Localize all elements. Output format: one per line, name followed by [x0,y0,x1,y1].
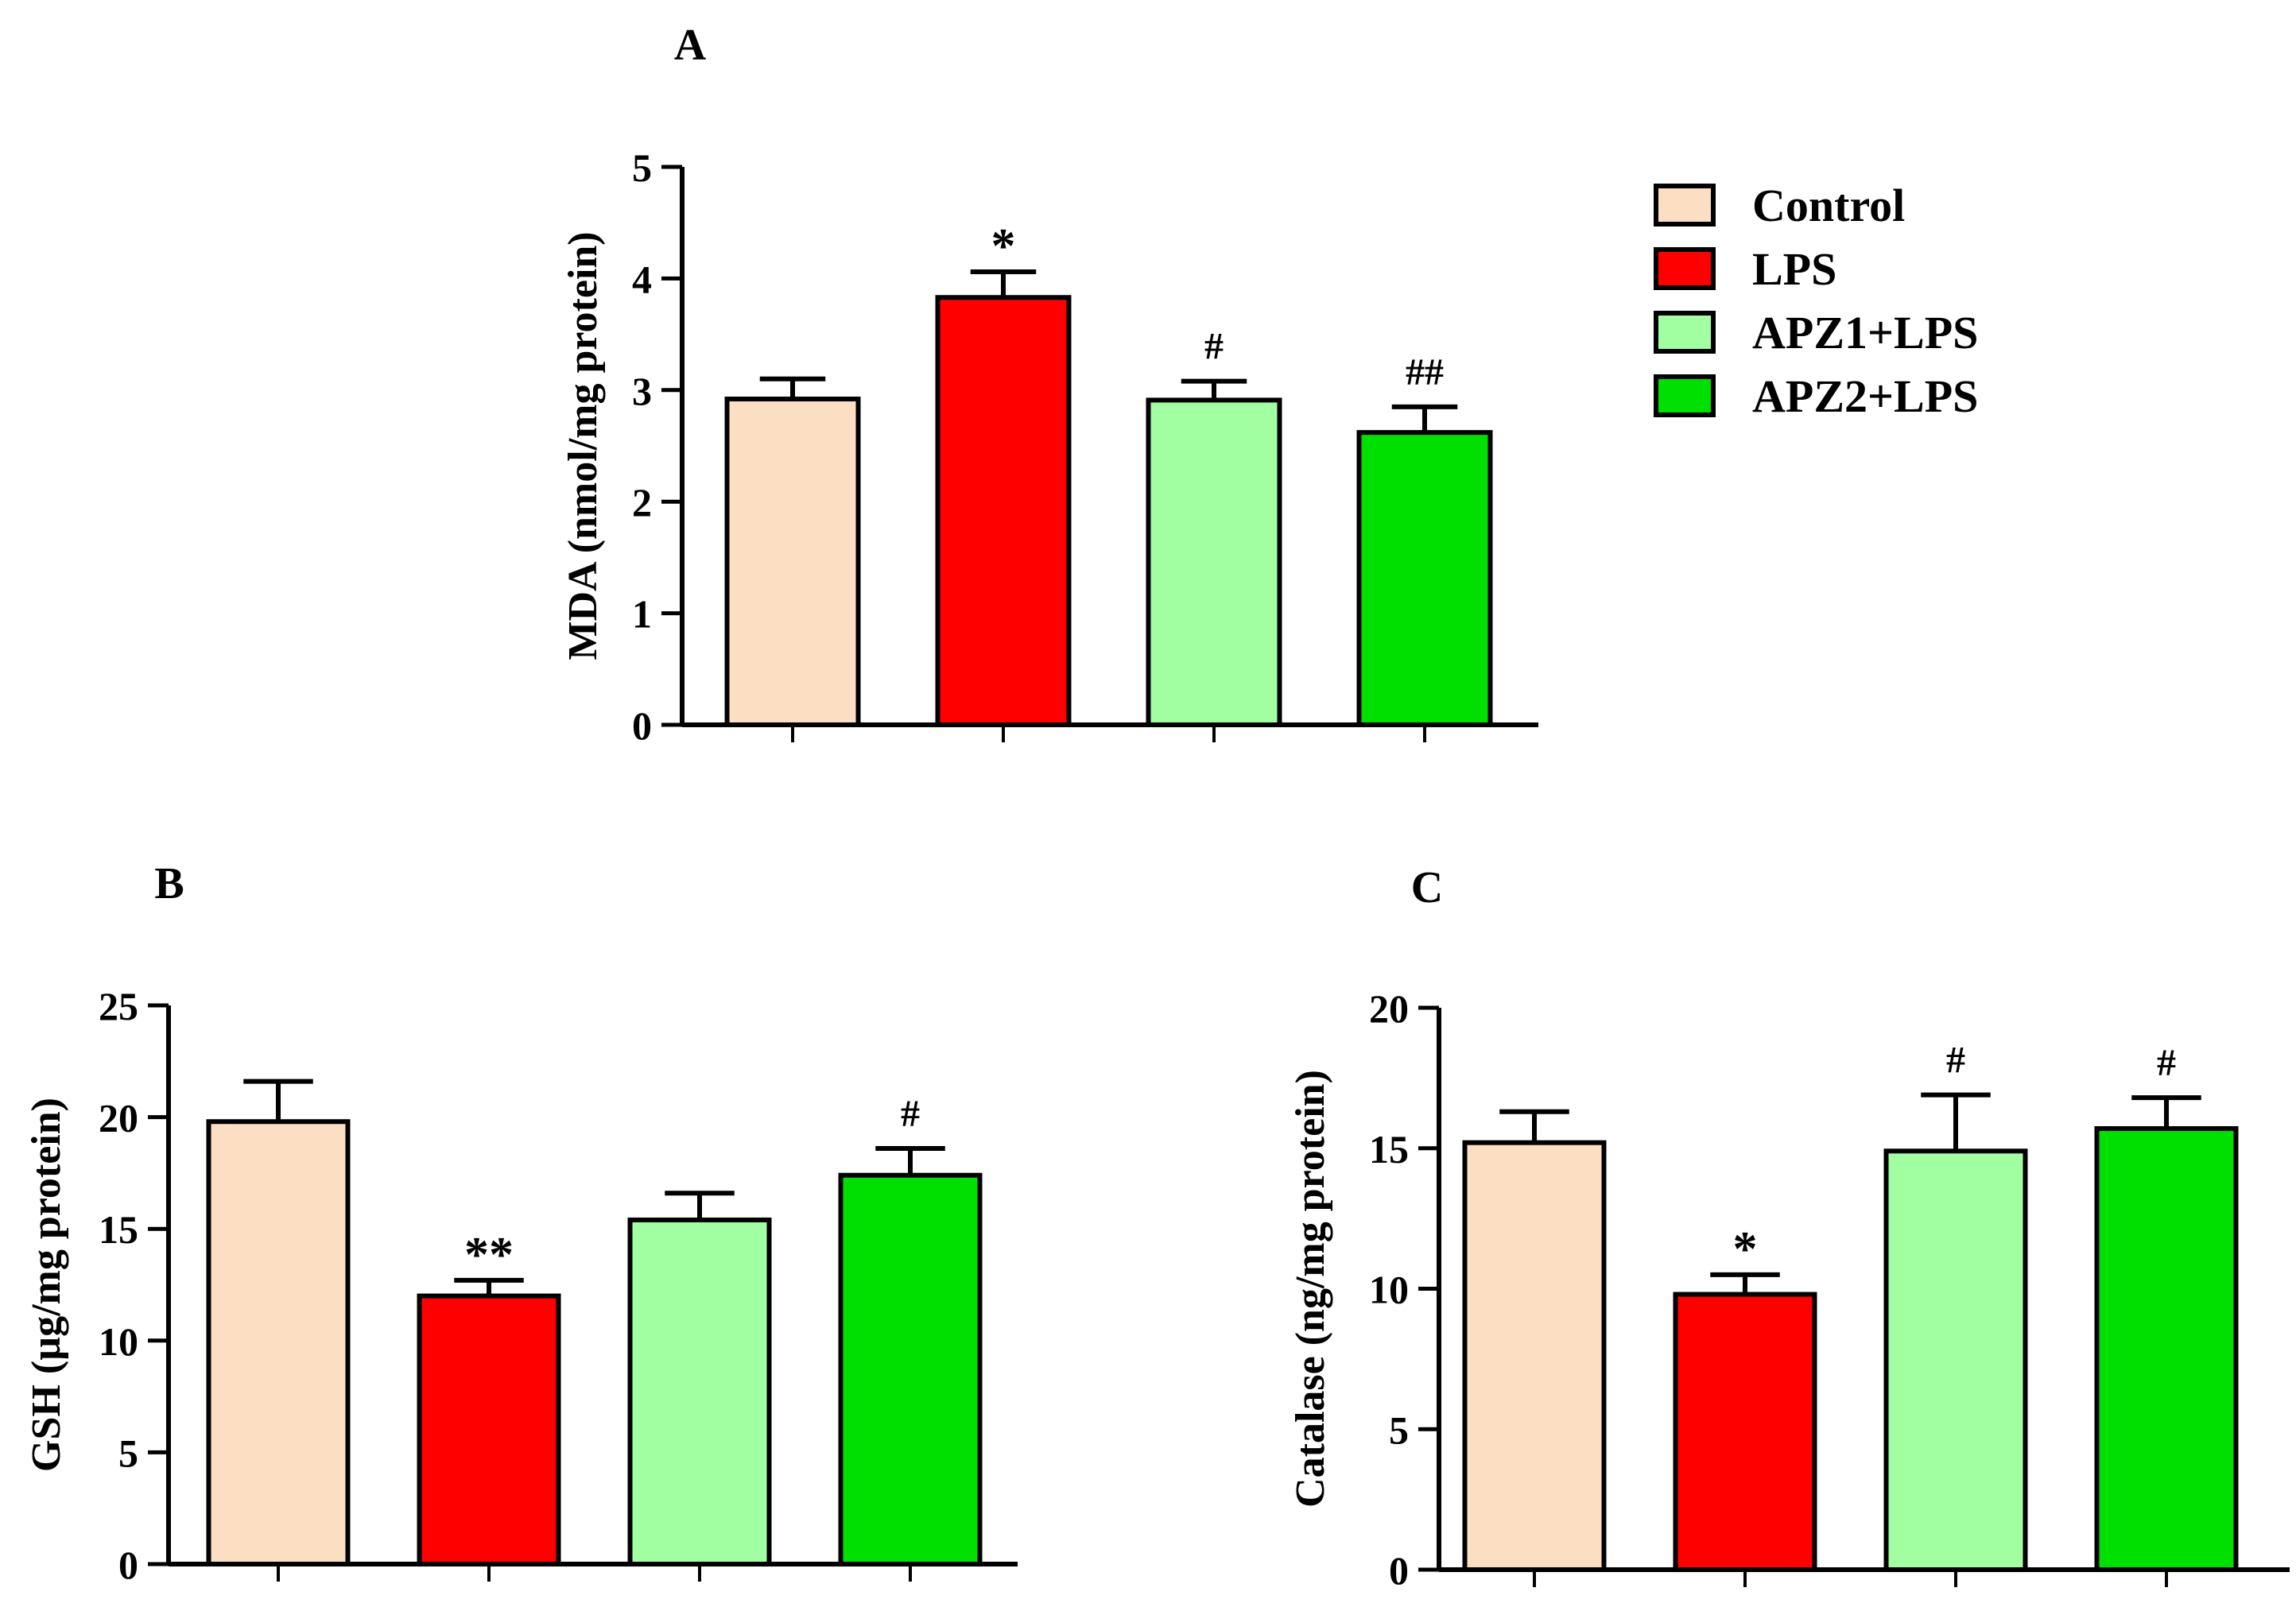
panel-b: B ** #0 5 10 15 20 25 GSH (µg/mg protein) [24,859,1018,1587]
panel-b-bar-2 [627,1217,772,1567]
legend-label-apz1-lps: APZ1+LPS [1752,306,1979,358]
panel-c-ytick-label-4: 20 [1369,986,1409,1031]
legend-item-apz2-lps: APZ2+LPS [1654,367,1978,424]
legend-swatch-apz1-lps [1654,311,1716,354]
panel-a-ytick-label-4: 4 [632,257,652,301]
panel-c-y-axis-label: Catalase (ng/mg protein) [1288,1070,1333,1508]
panel-c-annotation-3: # [2157,1042,2176,1084]
legend-swatch-control [1654,184,1716,227]
panel-b-y-axis-label: GSH (µg/mg protein) [24,1098,69,1472]
legend-label-lps: LPS [1752,242,1837,295]
panel-b-label: B [154,859,184,908]
panel-a-label: A [674,21,707,70]
panel-c: C * # #0 5 10 15 20 Catalase (ng/mg protein) [1288,863,2290,1593]
panel-a-bar-2 [1146,397,1282,727]
panel-c-ytick-label-1: 5 [1389,1408,1409,1452]
legend: Control LPS APZ1+LPS APZ2+LPS [1654,176,1978,431]
panel-a-ytick-label-5: 5 [632,145,652,190]
panel-a-ytick-label-2: 2 [632,480,652,525]
panel-b-ytick-label-5: 25 [99,984,138,1028]
panel-a-bar-3 [1356,430,1493,727]
panel-b-ytick-label-3: 15 [99,1207,138,1252]
panel-a-annotation-2: # [1204,326,1224,368]
panel-a-y-axis-label: MDA (nmol/mg protein) [560,231,606,660]
legend-swatch-apz2-lps [1654,374,1716,417]
panel-b-annotation-3: # [901,1093,920,1135]
panel-c-ytick-label-3: 15 [1369,1127,1409,1171]
panel-b-ytick-label-4: 20 [99,1096,138,1140]
panel-b-bar-3 [838,1172,983,1567]
panel-b-ytick-label-2: 10 [99,1319,138,1364]
panel-a-annotation-3: ## [1406,351,1444,393]
panel-b-ytick-label-1: 5 [118,1431,138,1475]
legend-swatch-lps [1654,247,1716,290]
panel-c-bar-0 [1462,1140,1607,1573]
legend-item-control: Control [1654,176,1978,234]
panel-c-bar-2 [1883,1148,2028,1573]
legend-label-control: Control [1752,179,1906,231]
panel-a-ytick-label-0: 0 [632,703,652,748]
legend-label-apz2-lps: APZ2+LPS [1752,370,1979,422]
panel-a-bar-1 [935,295,1072,727]
panel-c-label: C [1411,863,1443,912]
panel-c-annotation-1: * [1733,1222,1758,1276]
panel-b-annotation-1: ** [464,1228,514,1282]
panel-b-bar-0 [206,1119,351,1566]
panel-c-ytick-label-2: 10 [1369,1268,1409,1312]
legend-item-lps: LPS [1654,240,1978,297]
panel-a-annotation-1: * [991,219,1016,273]
panel-b-bar-1 [417,1293,561,1567]
panel-c-bar-3 [2094,1126,2239,1572]
panel-a-ytick-label-3: 3 [632,369,652,413]
panel-b-ytick-label-0: 0 [118,1543,138,1587]
panel-c-bar-1 [1673,1292,1817,1572]
panel-c-annotation-2: # [1946,1040,1965,1082]
legend-item-apz1-lps: APZ1+LPS [1654,304,1978,361]
panel-a-bar-0 [724,397,861,727]
panel-c-ytick-label-0: 0 [1389,1548,1409,1593]
panel-a-ytick-label-1: 1 [632,592,652,637]
